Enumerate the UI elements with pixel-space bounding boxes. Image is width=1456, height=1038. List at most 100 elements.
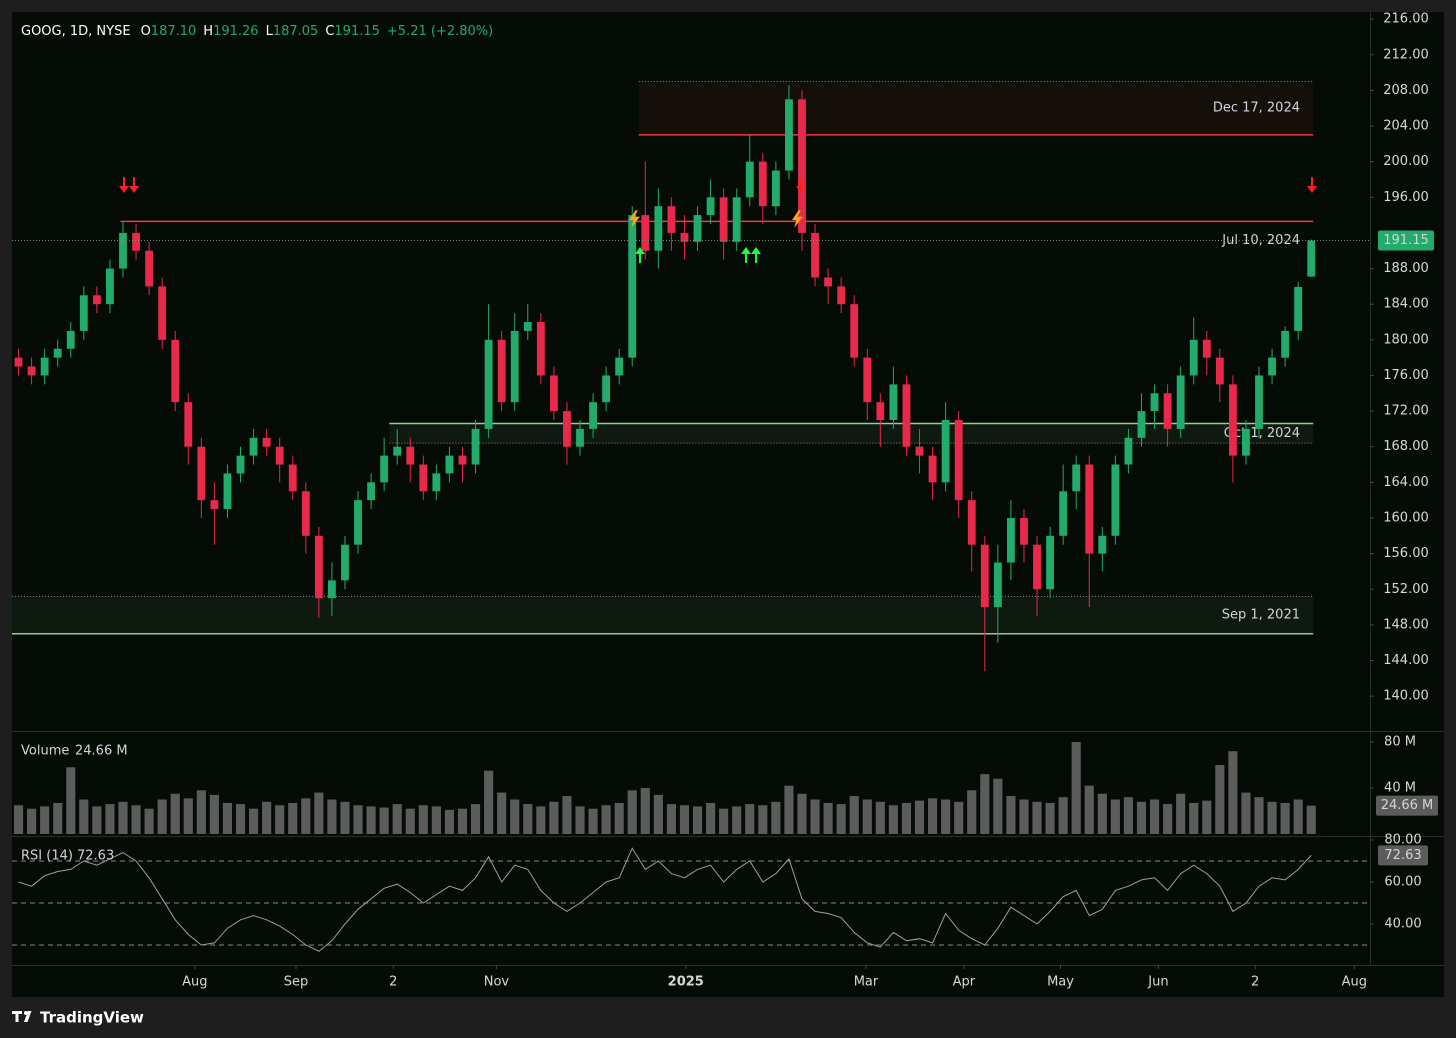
- volume-bar: [1123, 797, 1134, 834]
- volume-bar: [1189, 802, 1199, 834]
- volume-bar: [457, 808, 468, 834]
- candle-body: [1189, 339, 1198, 376]
- candle-body: [510, 330, 519, 403]
- candle-body: [1176, 375, 1185, 429]
- volume-bar: [849, 796, 859, 834]
- volume-bar: [627, 790, 637, 834]
- candle-body: [837, 286, 846, 305]
- y-tick-label: 164.00: [1383, 475, 1429, 490]
- volume-bar: [222, 802, 233, 834]
- volume-bar: [719, 808, 729, 834]
- volume-bar: [758, 805, 768, 834]
- volume-bar: [209, 794, 219, 834]
- volume-bar: [692, 806, 703, 834]
- volume-bar: [1149, 799, 1160, 834]
- volume-bar: [732, 806, 742, 834]
- volume-bar: [1306, 805, 1316, 834]
- volume-title: Volume: [21, 744, 69, 759]
- volume-bar: [497, 792, 507, 834]
- candle-body: [419, 464, 428, 492]
- candle-body: [1307, 240, 1316, 277]
- tradingview-logo: [12, 1011, 32, 1022]
- volume-bar: [248, 808, 259, 834]
- candle-body: [53, 348, 62, 358]
- candle-body: [536, 322, 545, 376]
- candle-body: [941, 419, 950, 483]
- volume-bar: [183, 798, 193, 834]
- volume-bar: [1280, 802, 1290, 834]
- volume-bar: [53, 802, 63, 834]
- candle-body: [1020, 517, 1028, 545]
- candle-body: [758, 161, 767, 207]
- volume-bar: [954, 801, 964, 834]
- candle-body: [458, 455, 467, 465]
- ohlc-key: H: [203, 24, 213, 39]
- symbol-header: GOOG, 1D, NYSE O187.10 H191.26 L187.05 C191.…: [21, 24, 493, 39]
- candle-body: [1228, 384, 1237, 456]
- volume-bar: [1293, 799, 1303, 834]
- candle-body: [341, 544, 349, 581]
- volume-bar: [614, 802, 624, 834]
- price-badge: [1378, 230, 1434, 251]
- x-tick-label: Nov: [484, 975, 510, 990]
- y-tick-label: 144.00: [1383, 653, 1429, 668]
- volume-bar: [327, 799, 337, 834]
- volume-bar: [484, 770, 494, 834]
- candle-body: [106, 268, 114, 305]
- x-tick-label: Sep: [284, 975, 309, 990]
- candle-body: [380, 455, 389, 483]
- volume-bar: [1267, 801, 1277, 834]
- volume-bar: [1136, 801, 1147, 834]
- volume-bar: [640, 787, 650, 834]
- candle-body: [1281, 330, 1290, 358]
- candle-body: [236, 455, 245, 474]
- volume-bar: [653, 794, 663, 834]
- ohlc-key: C: [325, 24, 334, 39]
- volume-bar: [1228, 751, 1238, 834]
- ohlc-key: L: [266, 24, 274, 39]
- volume-bar: [275, 805, 285, 834]
- candle-body: [1242, 428, 1250, 456]
- x-tick-label: Aug: [1342, 975, 1367, 990]
- candle-body: [850, 304, 859, 358]
- rsi-badge-label: 72.63: [1384, 848, 1421, 863]
- candle-body: [615, 357, 624, 376]
- ohlc-value: 187.05: [273, 24, 319, 39]
- volume-bar: [235, 804, 246, 834]
- candle-body: [1033, 544, 1041, 590]
- zone: [12, 596, 1314, 634]
- candle-body: [484, 339, 493, 429]
- candle-body: [406, 446, 415, 465]
- volume-bar: [1097, 793, 1107, 834]
- volume-bar: [888, 805, 898, 834]
- candle-body: [1150, 393, 1159, 412]
- y-tick-label: 172.00: [1383, 404, 1429, 419]
- candle-body: [798, 99, 806, 233]
- x-tick-label: 2: [1251, 975, 1259, 990]
- candle-body: [262, 437, 271, 447]
- zone-label: Dec 17, 2024: [1213, 101, 1300, 116]
- candle-body: [811, 232, 819, 278]
- volume-bar: [131, 805, 141, 834]
- volume-bar: [340, 801, 350, 834]
- candle-body: [92, 295, 101, 305]
- volume-bar: [523, 804, 533, 834]
- candle-body: [563, 411, 571, 447]
- candle-body: [1072, 464, 1081, 492]
- y-tick-label: 208.00: [1383, 83, 1429, 98]
- volume-bar: [392, 804, 402, 834]
- volume-bar: [379, 807, 389, 834]
- candle-body: [771, 170, 780, 207]
- volume-bar: [980, 774, 990, 834]
- y-tick-label: 188.00: [1383, 261, 1429, 276]
- zone-label: Sep 1, 2021: [1222, 608, 1300, 623]
- candle-body: [132, 232, 140, 251]
- volume-bar: [679, 805, 690, 834]
- x-tick-label: Jun: [1147, 975, 1168, 990]
- candle-body: [210, 500, 219, 510]
- rsi-tick-label: 40.00: [1384, 917, 1421, 932]
- y-tick-label: 168.00: [1383, 439, 1429, 454]
- volume-bar: [288, 802, 298, 834]
- volume-bar: [444, 809, 455, 834]
